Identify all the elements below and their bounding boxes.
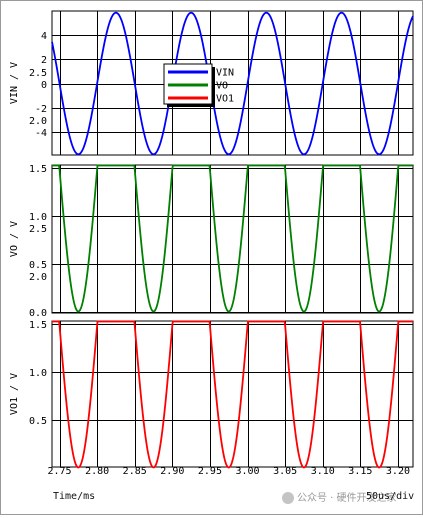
series-line-vo1 [52, 320, 413, 469]
x-tick-label: 3.15 [348, 466, 372, 477]
y-tick-label: 1.0 [29, 212, 47, 223]
y-tick-label: 0 [41, 80, 47, 91]
x-tick-label: 2.75 [47, 466, 71, 477]
legend-label: VO [216, 81, 228, 92]
y-tick-label: 1.0 [29, 368, 47, 379]
y-axis-label: VO / V [9, 221, 20, 257]
y-tick-label: -2 [35, 104, 47, 115]
watermark-text: 公众号 · 硬件开发之家 [297, 493, 397, 504]
y-tick-label: 0.5 [29, 260, 47, 271]
x-tick-label: 2.95 [198, 466, 222, 477]
x-tick-label: 3.05 [273, 466, 297, 477]
legend-label: VO1 [216, 94, 234, 105]
y-axis-label: VO1 / V [9, 373, 20, 415]
legend-label: VIN [216, 68, 234, 79]
series-line-vin [51, 11, 414, 156]
plot-frame [51, 164, 414, 314]
plot-panel-2: 0.0 0.5 1.0 1.5 2.0 2.5 VO / V [9, 68, 414, 319]
x-tick-label: 3.20 [386, 466, 410, 477]
y-tick-label: 2 [41, 55, 47, 66]
time-scale-label: 50us/div [366, 491, 415, 502]
y-tick-label: -4 [35, 128, 47, 139]
y-tick-label: 0.5 [29, 416, 47, 427]
x-tick-label: 3.10 [311, 466, 335, 477]
x-tick-label: 2.90 [160, 466, 184, 477]
wechat-icon [282, 492, 294, 504]
y-tick-label: 1.5 [29, 164, 47, 175]
legend: VIN VO VO1 [163, 63, 234, 107]
plot-panel-1: -4 -2 0 2 4 VIN / V [9, 10, 414, 156]
y-tick-label: 2.0 [29, 272, 47, 283]
x-tick-label: 3.00 [235, 466, 259, 477]
y-axis-label: VIN / V [9, 62, 20, 104]
plot-frame [51, 320, 414, 468]
series-line-vo [52, 164, 413, 313]
watermark: 公众号 · 硬件开发之家 [282, 489, 397, 504]
y-tick-label: 2.0 [29, 116, 47, 127]
x-tick-label: 2.85 [123, 466, 147, 477]
y-tick-label: 4 [41, 31, 47, 42]
y-tick-label: 1.5 [29, 320, 47, 331]
y-tick-label: 2.5 [29, 68, 47, 79]
y-tick-label: 2.5 [29, 224, 47, 235]
y-tick-label: 0.0 [29, 308, 47, 319]
x-tick-label: 2.80 [85, 466, 109, 477]
plot-panel-3: 0.5 1.0 1.5 2.0 2.5 VO1 / V [9, 224, 414, 469]
x-axis-label: Time/ms [53, 491, 96, 502]
